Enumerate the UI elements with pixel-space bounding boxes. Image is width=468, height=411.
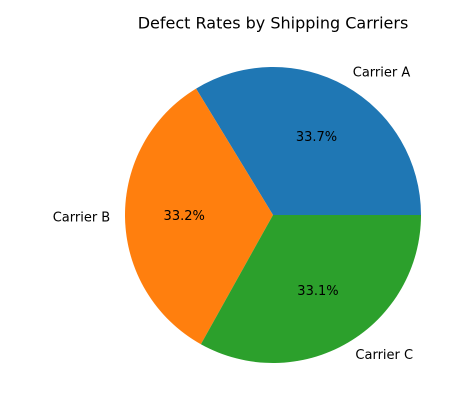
slice-label-carrier-c: Carrier C — [355, 348, 413, 363]
pie-slice-carrier-b — [124, 88, 273, 345]
slice-percent-carrier-a: 33.7% — [296, 130, 337, 145]
pie-slices — [124, 66, 421, 363]
pie-labels: Carrier A 33.7% Carrier B 33.2% Carrier C 33.… — [53, 66, 413, 363]
slice-label-carrier-a: Carrier A — [353, 66, 411, 81]
pie-slice-carrier-a — [196, 66, 421, 216]
slice-percent-carrier-b: 33.2% — [164, 209, 205, 224]
chart-title: Defect Rates by Shipping Carriers — [138, 14, 409, 33]
slice-label-carrier-b: Carrier B — [53, 211, 111, 226]
pie-slice-carrier-c — [200, 215, 421, 363]
slice-percent-carrier-c: 33.1% — [297, 284, 338, 299]
